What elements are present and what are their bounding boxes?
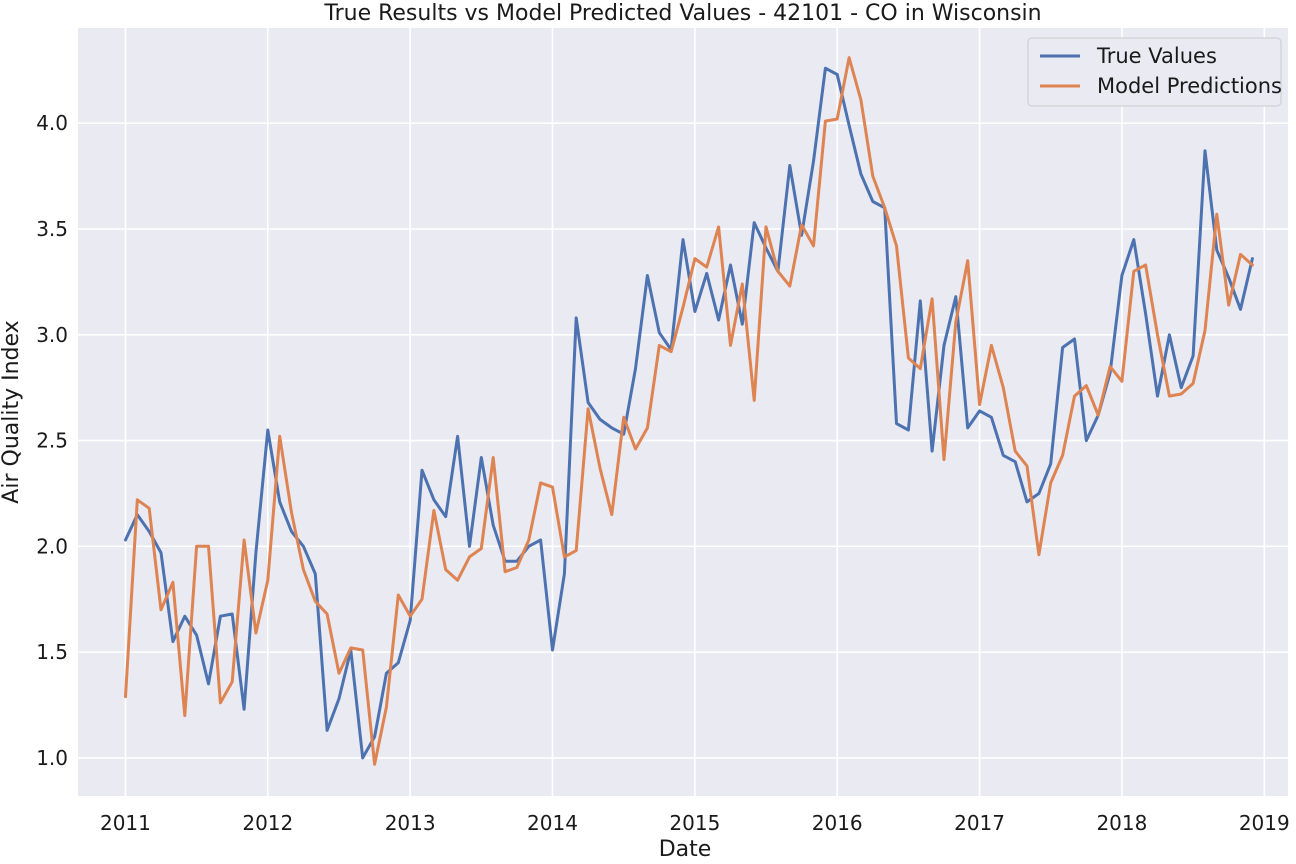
y-tick-label: 3.5 [36,217,68,241]
x-tick-label: 2012 [242,811,293,835]
chart-title: True Results vs Model Predicted Values -… [323,1,1041,26]
x-tick-label: 2013 [385,811,436,835]
legend: True Values Model Predictions [1027,37,1282,107]
series-layer [124,56,1254,766]
legend-box [1027,37,1282,107]
x-tick-labels: 2011 2012 2013 2014 2015 2016 2017 2018 2019 [100,811,1290,835]
y-tick-labels: 1.0 1.5 2.0 2.5 3.0 3.5 4.0 [36,111,68,770]
series-line-true-values [124,66,1254,760]
series-line-model-predictions [124,56,1254,766]
x-axis-title: Date [659,837,712,862]
x-tick-label: 2017 [954,811,1005,835]
x-tick-label: 2018 [1096,811,1147,835]
x-tick-label: 2019 [1239,811,1290,835]
y-tick-label: 2.0 [36,534,68,558]
legend-label-true-values: True Values [1096,44,1217,68]
x-tick-label: 2016 [812,811,863,835]
y-axis-title: Air Quality Index [0,320,24,503]
plot-area [78,28,1288,796]
y-tick-label: 1.5 [36,640,68,664]
legend-label-model-predictions: Model Predictions [1097,74,1282,98]
y-tick-label: 1.0 [36,746,68,770]
x-tick-label: 2015 [669,811,720,835]
x-tick-label: 2014 [527,811,578,835]
x-tick-label: 2011 [100,811,151,835]
y-tick-label: 3.0 [36,323,68,347]
y-tick-label: 4.0 [36,111,68,135]
y-tick-label: 2.5 [36,429,68,453]
